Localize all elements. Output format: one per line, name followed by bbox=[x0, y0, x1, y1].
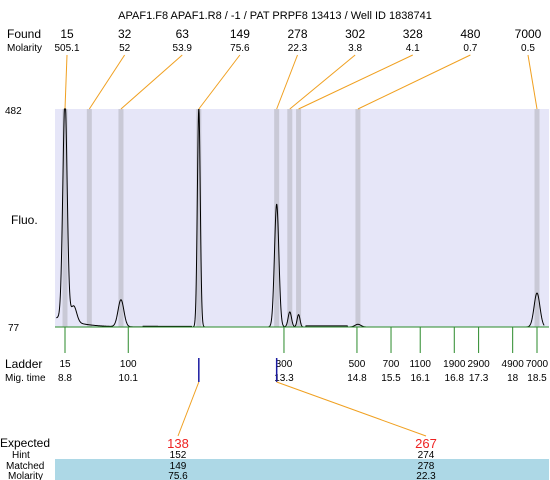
ladder-time: 8.8 bbox=[58, 373, 72, 384]
ladder-size: 2900 bbox=[467, 359, 490, 370]
ladder-time: 10.1 bbox=[119, 373, 139, 384]
expected-label: Expected bbox=[0, 436, 50, 450]
matched-label: Matched bbox=[6, 461, 44, 472]
molarity-value: 75.6 bbox=[168, 471, 188, 480]
found-size: 15 bbox=[60, 27, 74, 41]
found-connector bbox=[88, 54, 126, 110]
peak-band bbox=[296, 109, 302, 327]
found-molarity: 505.1 bbox=[54, 43, 79, 54]
plot-area bbox=[55, 109, 549, 327]
y-min-label: 77 bbox=[8, 323, 20, 334]
found-molarity: 4.1 bbox=[406, 43, 420, 54]
ladder-time: 16.1 bbox=[410, 373, 430, 384]
found-molarity: 0.7 bbox=[463, 43, 477, 54]
ladder-ticks: 15 8.8 100 10.1 300 13.3 500 14.8 700 15.5 1100 16.… bbox=[58, 327, 549, 384]
fluo-label: Fluo. bbox=[11, 213, 38, 227]
found-connector bbox=[276, 54, 298, 110]
found-size: 63 bbox=[176, 27, 190, 41]
found-peak-labels: 15 505.1 32 52 63 53.9 149 75.6 278 22.3 302 3.8 328… bbox=[54, 27, 541, 54]
ladder-time: 18.5 bbox=[527, 373, 547, 384]
matched-value: 278 bbox=[418, 461, 435, 472]
found-size: 149 bbox=[230, 27, 250, 41]
found-size: 328 bbox=[403, 27, 423, 41]
found-molarity: 22.3 bbox=[288, 43, 308, 54]
found-connectors bbox=[64, 54, 538, 110]
found-molarity: 75.6 bbox=[230, 43, 250, 54]
molarity-label: Molarity bbox=[7, 43, 42, 54]
expected-value: 138 bbox=[167, 436, 189, 451]
peak-band bbox=[118, 109, 124, 327]
ladder-time: 16.8 bbox=[445, 373, 465, 384]
found-molarity: 0.5 bbox=[521, 43, 535, 54]
found-connector bbox=[298, 54, 413, 110]
ladder-time: 14.8 bbox=[347, 373, 367, 384]
peak-band bbox=[86, 109, 92, 327]
peak-band bbox=[534, 109, 540, 327]
ladder-time: 13.3 bbox=[274, 373, 294, 384]
hint-value: 152 bbox=[170, 450, 187, 461]
ladder-size: 1100 bbox=[409, 359, 431, 370]
ladder-size: 700 bbox=[383, 359, 400, 370]
ladder-size: 15 bbox=[59, 359, 71, 370]
ladder-size: 4900 bbox=[502, 359, 525, 370]
ladder-time: 17.3 bbox=[469, 373, 489, 384]
found-connector bbox=[289, 54, 356, 110]
expected-value: 267 bbox=[415, 436, 437, 451]
ladder-time: 15.5 bbox=[381, 373, 401, 384]
found-connector bbox=[357, 54, 471, 110]
peak-band bbox=[355, 109, 361, 327]
matched-band bbox=[55, 459, 549, 480]
ladder-size: 1900 bbox=[443, 359, 466, 370]
found-molarity: 53.9 bbox=[173, 43, 193, 54]
hint-label: Hint bbox=[12, 450, 30, 461]
molarity-value: 22.3 bbox=[416, 471, 436, 480]
y-max-label: 482 bbox=[5, 106, 22, 117]
found-label: Found bbox=[7, 27, 41, 41]
expected-markers bbox=[177, 358, 427, 437]
ladder-size: 300 bbox=[276, 359, 293, 370]
peak-band bbox=[196, 109, 202, 327]
mig-time-label: Mig. time bbox=[5, 373, 46, 384]
found-size: 302 bbox=[345, 27, 365, 41]
found-molarity: 52 bbox=[119, 43, 131, 54]
found-connector bbox=[64, 54, 68, 110]
ladder-size: 100 bbox=[120, 359, 137, 370]
found-size: 7000 bbox=[515, 27, 542, 41]
ladder-label: Ladder bbox=[5, 357, 42, 371]
matched-value: 149 bbox=[170, 461, 187, 472]
found-connector bbox=[198, 54, 241, 110]
expected-connector bbox=[177, 381, 200, 437]
molarity-bottom-label: Molarity bbox=[8, 471, 43, 480]
expected-connector bbox=[276, 381, 427, 437]
found-connector bbox=[527, 54, 538, 110]
hint-value: 274 bbox=[418, 450, 435, 461]
found-size: 480 bbox=[460, 27, 480, 41]
ladder-size: 500 bbox=[349, 359, 366, 370]
peak-bands bbox=[62, 109, 540, 327]
found-size: 32 bbox=[118, 27, 132, 41]
found-size: 278 bbox=[287, 27, 307, 41]
peak-band bbox=[274, 109, 280, 327]
ladder-time: 18 bbox=[507, 373, 519, 384]
ladder-size: 7000 bbox=[526, 359, 549, 370]
peak-band bbox=[62, 109, 68, 327]
found-connector bbox=[120, 54, 183, 110]
found-molarity: 3.8 bbox=[348, 43, 362, 54]
peak-band bbox=[287, 109, 293, 327]
chart-title: APAF1.F8 APAF1.R8 / -1 / PAT PRPF8 13413… bbox=[118, 10, 432, 22]
